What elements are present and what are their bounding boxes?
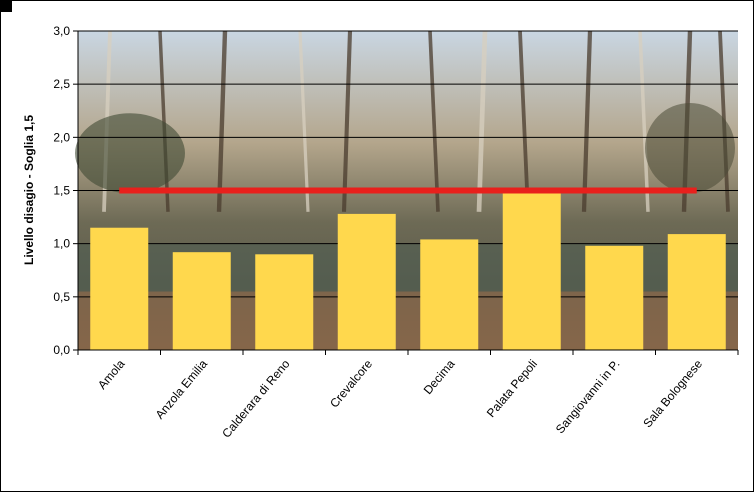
x-tick-label: Crevalcore — [327, 357, 375, 411]
y-tick-label: 1,0 — [53, 237, 70, 251]
shrub — [645, 102, 735, 193]
x-tick-label: Sala Bolognese — [640, 357, 705, 431]
bar-4 — [337, 213, 396, 350]
x-tick-label: Decima — [421, 357, 458, 397]
tree-trunk — [581, 30, 593, 212]
bar-2 — [172, 252, 231, 350]
x-tick-label: Calderara di Reno — [219, 357, 293, 441]
x-tick-label: Sangiovanni in P. — [553, 357, 623, 436]
y-tick-label: 2,5 — [53, 77, 70, 91]
tree-trunk — [476, 30, 488, 212]
tree-trunk — [518, 30, 530, 212]
tree-trunk — [298, 30, 310, 212]
bar-5 — [420, 239, 479, 350]
tree-trunk — [428, 30, 440, 212]
tree-trunk — [216, 30, 228, 212]
corner-marker — [0, 0, 12, 12]
bar-3 — [255, 254, 314, 350]
bar-1 — [90, 227, 149, 350]
x-tick-label: Palata Pepoli — [484, 357, 540, 420]
x-tick-labels: Amola Anzola Emilia Calderara di Reno Creva… — [95, 357, 705, 441]
y-tick-label: 2,0 — [53, 130, 70, 144]
y-tick-label: 3,0 — [53, 24, 70, 38]
bar-8 — [667, 234, 726, 350]
bar-7 — [585, 245, 644, 350]
y-tick-label: 0,5 — [53, 290, 70, 304]
tree-trunk — [638, 30, 650, 212]
tree-trunk — [341, 30, 353, 212]
y-tick-label: 0,0 — [53, 343, 70, 357]
y-tick-label: 1,5 — [53, 184, 70, 198]
y-tick-labels: 0,0 0,5 1,0 1,5 2,0 2,5 3,0 — [53, 24, 70, 357]
x-tick-label: Amola — [95, 357, 128, 392]
axes — [73, 30, 739, 355]
shrub — [75, 113, 185, 194]
bars — [90, 192, 726, 350]
bar-6 — [502, 192, 561, 350]
y-axis-label: Livello disagio - Soglia 1,5 — [22, 115, 36, 265]
x-tick-label: Anzola Emilia — [153, 357, 211, 422]
